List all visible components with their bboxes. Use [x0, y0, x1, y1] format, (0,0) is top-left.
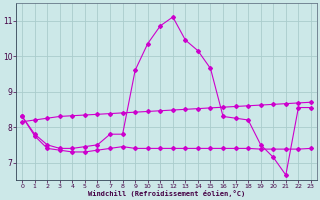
- X-axis label: Windchill (Refroidissement éolien,°C): Windchill (Refroidissement éolien,°C): [88, 190, 245, 197]
